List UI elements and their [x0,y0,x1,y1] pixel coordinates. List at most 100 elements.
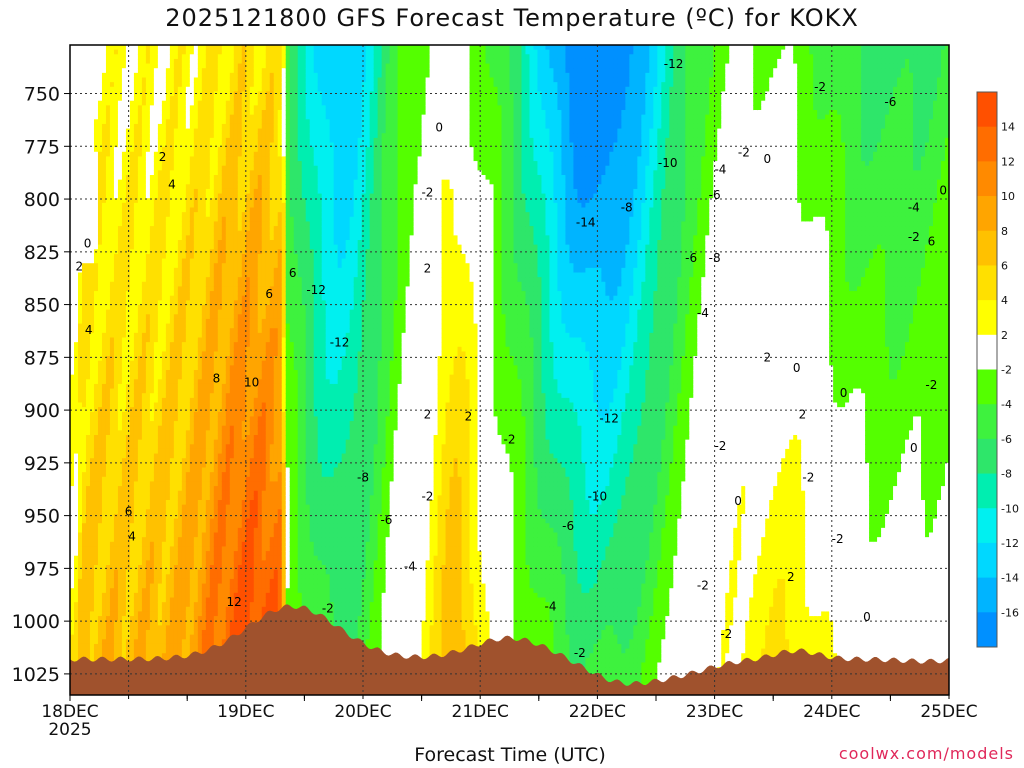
field-cell [201,490,207,496]
field-cell [181,374,187,380]
field-cell [70,63,75,69]
field-cell [161,435,167,441]
field-cell [141,588,147,594]
field-cell [201,198,207,204]
field-cell [101,653,107,659]
field-cell [177,588,183,594]
field-cell [149,49,155,55]
field-cell [113,170,119,176]
field-cell [70,439,75,445]
field-cell [181,137,187,144]
field-cell [77,202,83,209]
field-cell [117,500,123,506]
field-cell [101,63,107,69]
field-cell [109,193,115,199]
field-cell [129,495,135,501]
field-cell [161,472,167,478]
field-cell [85,45,91,51]
field-cell [89,221,95,227]
field-cell [157,588,163,594]
field-cell [89,82,95,88]
field-cell [81,397,87,404]
field-cell [201,128,207,134]
field-cell [105,263,111,269]
field-cell [85,337,91,343]
field-cell [101,188,107,195]
field-cell [201,133,207,139]
field-cell [129,179,135,185]
field-cell [97,421,103,427]
field-cell [161,295,167,301]
field-cell [201,277,207,283]
field-cell [141,351,147,357]
field-cell [97,82,103,88]
field-cell [74,430,79,436]
field-cell [93,448,99,455]
field-cell [145,453,151,459]
field-cell [173,402,179,408]
field-cell [125,151,131,158]
field-cell [165,569,171,575]
field-cell [189,620,195,626]
field-cell [113,151,119,158]
field-cell [109,137,115,144]
field-cell [93,63,99,69]
field-cell [165,583,171,589]
field-cell [137,240,143,246]
field-cell [109,267,115,274]
field-cell [153,578,159,585]
field-cell [113,648,119,654]
field-cell [70,606,75,613]
field-cell [97,96,103,102]
field-cell [185,472,191,478]
field-cell [89,244,95,250]
field-cell [177,193,183,199]
field-cell [117,63,123,69]
field-cell [137,643,143,650]
field-cell [70,133,75,139]
field-cell [117,541,123,548]
field-cell [85,574,91,580]
field-cell [181,625,187,631]
field-cell [101,216,107,223]
field-cell [177,490,183,496]
field-cell [77,356,83,362]
field-cell [93,625,99,631]
field-cell [149,448,155,455]
field-cell [89,606,95,613]
field-cell [209,235,215,241]
field-cell [177,555,183,561]
field-cell [193,272,199,278]
field-cell [109,583,115,589]
field-cell [161,86,167,93]
field-cell [74,569,79,575]
field-cell [113,137,119,144]
field-cell [161,63,167,69]
field-cell [70,504,75,510]
field-cell [149,648,155,654]
field-cell [105,207,111,213]
field-cell [74,63,79,69]
field-cell [109,495,115,501]
field-cell [113,495,119,501]
field-cell [205,379,211,385]
field-cell [77,142,83,148]
field-cell [133,165,139,171]
field-cell [189,100,195,106]
field-cell [149,555,155,561]
field-cell [177,527,183,534]
field-cell [169,513,175,520]
field-cell [173,323,179,329]
field-cell [70,657,75,664]
field-cell [97,625,103,631]
field-cell [129,356,135,362]
field-cell [145,244,151,250]
field-cell [97,212,103,218]
field-cell [181,133,187,139]
field-cell [105,267,111,274]
field-cell [70,277,75,283]
field-cell [157,277,163,283]
field-cell [185,565,191,571]
field-cell [193,342,199,348]
field-cell [181,370,187,376]
